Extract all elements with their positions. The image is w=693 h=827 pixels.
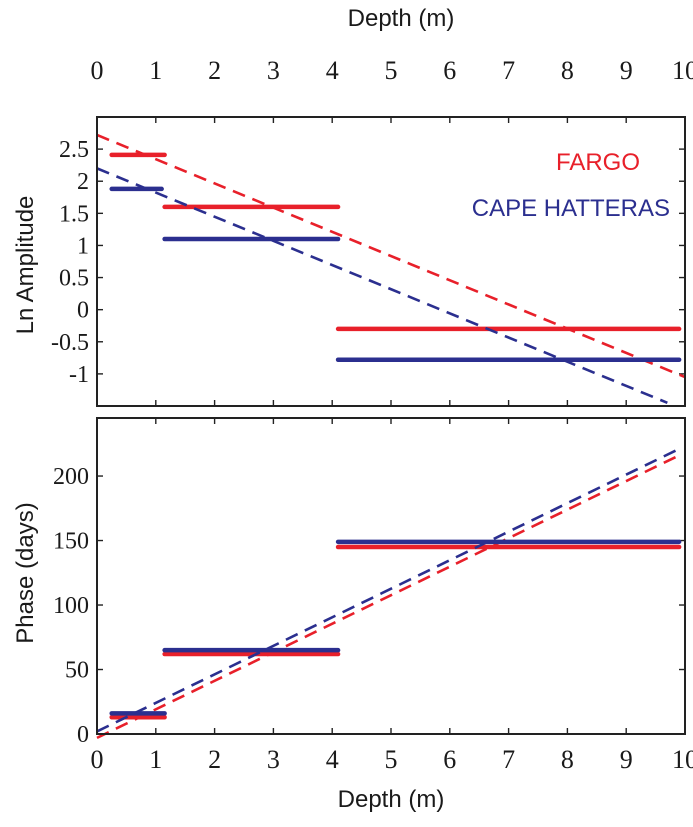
phase-y-tick-label: 0 <box>77 722 89 748</box>
amplitude-y-tick-labels: 2.5 2 1.5 1 0.5 0 -0.5 -1 <box>51 137 89 388</box>
amplitude-panel: 2.5 2 1.5 1 0.5 0 -0.5 -1 Ln Amplitude FARGO CA… <box>12 116 686 407</box>
bottom-x-tick-label: 6 <box>443 745 456 774</box>
top-x-tick-label: 3 <box>267 56 280 85</box>
phase-y-tick-label: 150 <box>53 529 89 555</box>
bottom-x-axis-title: Depth (m) <box>338 786 445 813</box>
top-x-tick-label: 10 <box>672 56 693 85</box>
top-x-tick-label: 6 <box>443 56 456 85</box>
top-x-tick-label: 5 <box>385 56 398 85</box>
phase-plot-area <box>96 447 682 740</box>
phase-trend-line-fargo <box>96 454 680 740</box>
amplitude-y-tick-label: 1 <box>77 233 89 259</box>
top-x-axis-title: Depth (m) <box>348 5 455 32</box>
bottom-x-tick-labels: 0 1 2 3 4 5 6 7 8 9 10 <box>91 745 693 774</box>
amplitude-trend-line-fargo <box>96 133 686 379</box>
bottom-x-tick-label: 10 <box>672 745 693 774</box>
phase-y-tick-label: 50 <box>65 658 89 684</box>
top-x-tick-label: 7 <box>502 56 515 85</box>
phase-trend-line-cape-hatteras <box>96 447 680 733</box>
phase-tick-marks <box>96 418 686 735</box>
top-x-tick-label: 2 <box>208 56 221 85</box>
bottom-x-tick-label: 7 <box>502 745 515 774</box>
top-x-tick-label: 9 <box>620 56 633 85</box>
bottom-x-tick-label: 0 <box>91 745 104 774</box>
phase-y-tick-labels: 0 50 100 150 200 <box>53 464 89 748</box>
phase-axes-frame <box>96 417 686 735</box>
phase-y-tick-label: 100 <box>53 593 89 619</box>
bottom-x-tick-label: 1 <box>149 745 162 774</box>
amplitude-y-tick-label: 0.5 <box>59 266 89 292</box>
top-x-tick-label: 4 <box>326 56 339 85</box>
amplitude-y-axis-title: Ln Amplitude <box>12 196 39 335</box>
legend-entry-fargo: FARGO <box>556 149 640 176</box>
bottom-x-tick-label: 5 <box>385 745 398 774</box>
phase-y-axis-title: Phase (days) <box>12 502 39 643</box>
amplitude-y-tick-label: 2 <box>77 169 89 195</box>
amplitude-y-tick-label: 0 <box>77 298 89 324</box>
bottom-x-tick-label: 2 <box>208 745 221 774</box>
top-x-tick-label: 1 <box>149 56 162 85</box>
phase-y-tick-label: 200 <box>53 464 89 490</box>
top-x-tick-label: 8 <box>561 56 574 85</box>
bottom-x-tick-label: 9 <box>620 745 633 774</box>
bottom-x-tick-label: 3 <box>267 745 280 774</box>
amplitude-plot-area <box>96 133 686 404</box>
top-x-tick-labels: 0 1 2 3 4 5 6 7 8 9 10 <box>91 56 693 85</box>
bottom-x-tick-label: 8 <box>561 745 574 774</box>
bottom-x-tick-label: 4 <box>326 745 339 774</box>
amplitude-y-tick-label: 2.5 <box>59 137 89 163</box>
amplitude-axes-frame <box>96 116 686 407</box>
amplitude-y-tick-label: -1 <box>69 362 89 388</box>
amplitude-trend-line-cape-hatteras <box>96 167 668 404</box>
amplitude-y-tick-label: -0.5 <box>51 330 89 356</box>
phase-panel: 0 50 100 150 200 Phase (days) <box>12 417 686 748</box>
legend-entry-cape-hatteras: CAPE HATTERAS <box>472 195 670 222</box>
amplitude-y-tick-label: 1.5 <box>59 201 89 227</box>
top-x-tick-label: 0 <box>91 56 104 85</box>
